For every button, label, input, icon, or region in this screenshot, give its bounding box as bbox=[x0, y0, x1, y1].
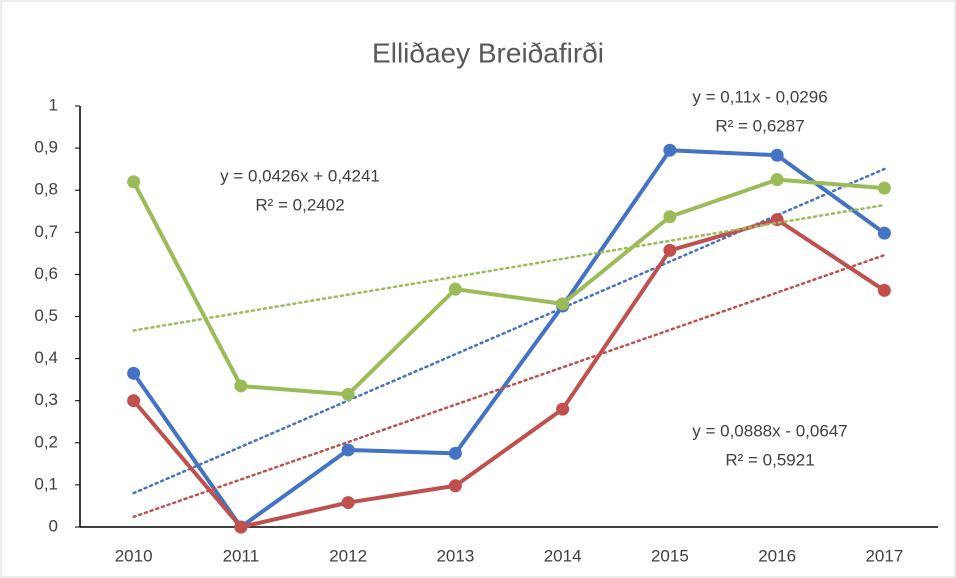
trendline-equation: y = 0,0426x + 0,4241 bbox=[220, 166, 380, 185]
chart-title: Elliðaey Breiðafirði bbox=[372, 37, 604, 68]
data-point bbox=[663, 143, 677, 157]
data-point bbox=[448, 446, 462, 460]
y-tick-label: 0,3 bbox=[34, 390, 58, 409]
y-tick-label: 0 bbox=[49, 516, 58, 535]
data-point bbox=[770, 173, 784, 187]
y-tick-label: 0,8 bbox=[34, 180, 58, 199]
x-tick-label: 2016 bbox=[758, 546, 796, 565]
data-point bbox=[770, 148, 784, 162]
trendline bbox=[132, 203, 886, 332]
trendline bbox=[132, 167, 886, 495]
series-line bbox=[131, 177, 885, 397]
data-point bbox=[234, 520, 248, 534]
x-tick-label: 2012 bbox=[329, 546, 367, 565]
y-tick-label: 0,2 bbox=[34, 432, 58, 451]
y-tick-label: 0,1 bbox=[34, 474, 58, 493]
series-line bbox=[132, 217, 886, 529]
x-tick-label: 2013 bbox=[436, 546, 474, 565]
data-point bbox=[127, 175, 141, 189]
data-point bbox=[877, 283, 891, 297]
trendline-r-squared: R² = 0,5921 bbox=[725, 450, 814, 469]
y-tick-label: 0,5 bbox=[34, 306, 58, 325]
x-tick-label: 2015 bbox=[651, 546, 689, 565]
data-point bbox=[127, 394, 141, 408]
y-tick-label: 0,4 bbox=[34, 348, 58, 367]
data-point bbox=[341, 443, 355, 457]
y-tick-label: 0,6 bbox=[34, 264, 58, 283]
trendline-r-squared: R² = 0,6287 bbox=[715, 116, 804, 135]
data-point bbox=[556, 402, 570, 416]
y-tick-label: 0,7 bbox=[34, 222, 58, 241]
data-point bbox=[341, 496, 355, 510]
data-point bbox=[448, 282, 462, 296]
trendline-equation: y = 0,11x - 0,0296 bbox=[692, 87, 827, 106]
x-tick-label: 2010 bbox=[115, 546, 153, 565]
x-tick-label: 2014 bbox=[544, 546, 582, 565]
trendline bbox=[132, 253, 886, 519]
data-point bbox=[234, 379, 248, 393]
data-point bbox=[877, 226, 891, 240]
x-tick-label: 2011 bbox=[223, 546, 260, 565]
trendline-r-squared: R² = 0,2402 bbox=[255, 195, 344, 214]
trendline-equation: y = 0,0888x - 0,0647 bbox=[692, 421, 847, 440]
data-point bbox=[556, 297, 570, 311]
data-point bbox=[341, 387, 355, 401]
x-tick-label: 2017 bbox=[865, 546, 903, 565]
data-point bbox=[663, 243, 677, 257]
data-point bbox=[448, 479, 462, 493]
data-point bbox=[127, 366, 141, 380]
data-point bbox=[877, 181, 891, 195]
data-point bbox=[663, 210, 677, 224]
series-line bbox=[131, 148, 886, 529]
y-tick-label: 1 bbox=[49, 95, 58, 114]
y-tick-label: 0,9 bbox=[34, 138, 58, 157]
